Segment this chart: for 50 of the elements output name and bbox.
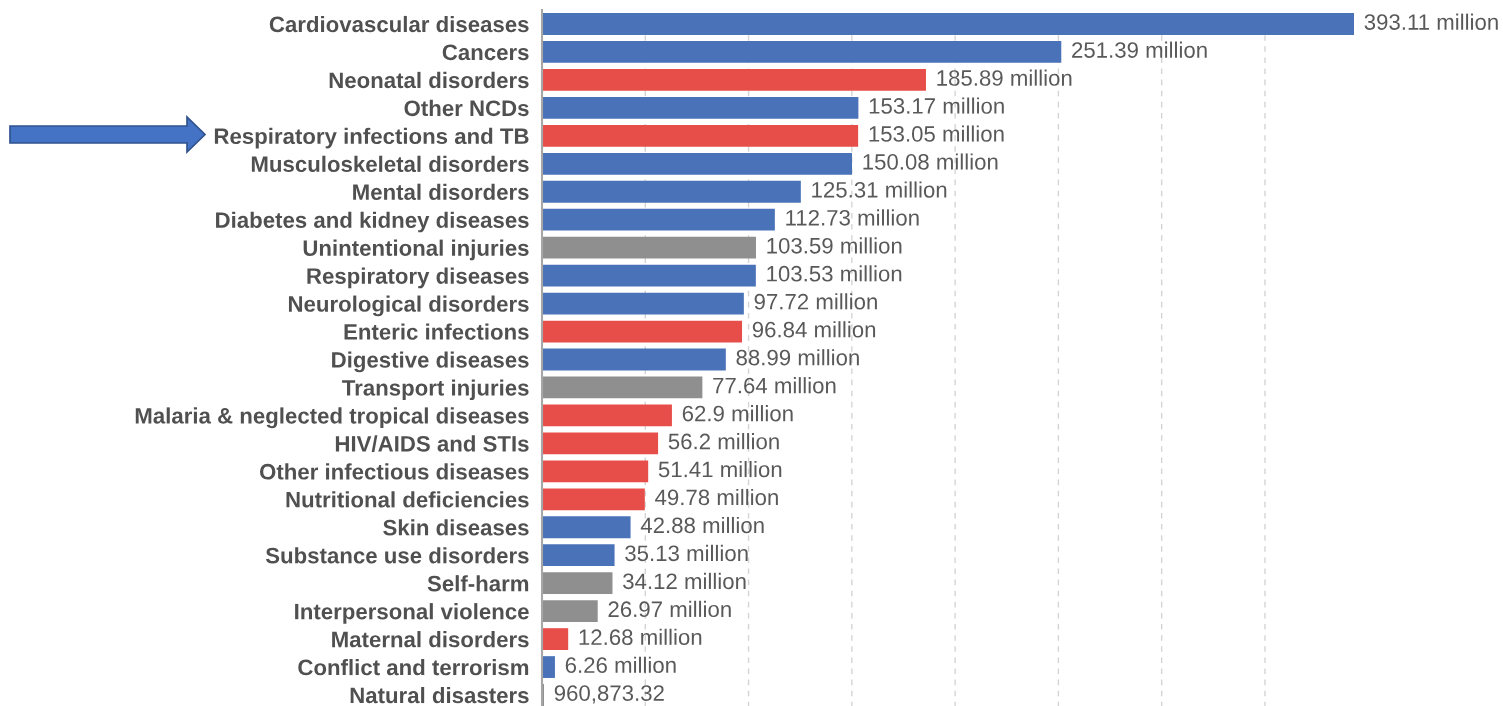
y-tick-label: Enteric infections [344,323,529,340]
y-tick-label: Unintentional injuries [303,239,529,261]
data-label: 51.41 million [658,460,782,478]
y-tick-label: Respiratory infections and TB [214,127,529,149]
data-label: 185.89 million [937,69,1072,86]
y-tick-label: Nutritional deficiencies [286,491,529,508]
data-label: 103.59 million [767,237,902,254]
data-label: 103.53 million [767,265,902,282]
y-tick-label: Self-harm [427,575,529,592]
data-label: 153.05 million [869,125,1004,142]
data-label: 12.68 million [579,628,702,646]
y-tick-label: Transport injuries [342,379,529,401]
y-tick-label: Other infectious diseases [259,463,529,480]
data-label: 97.72 million [754,293,877,310]
data-label: 62.9 million [682,405,793,422]
y-tick-label: Other NCDs [404,99,529,117]
y-tick-label: Digestive diseases [332,351,529,373]
y-tick-label: Conflict and terrorism [298,659,529,676]
data-label: 34.12 million [623,572,746,590]
data-label: 251.39 million [1072,41,1207,58]
y-tick-label: Cancers [442,44,529,61]
data-label: 49.78 million [655,488,778,506]
y-tick-label: Mental disorders [353,183,529,201]
data-label: 42.88 million [640,516,764,534]
data-label: 153.17 million [869,97,1004,114]
data-label: 112.73 million [786,209,919,226]
y-tick-label: Maternal disorders [332,631,529,648]
data-label: 960,873.32 [554,685,664,704]
data-label: 125.31 million [812,181,947,198]
y-tick-label: Interpersonal violence [295,603,529,624]
y-tick-label: Respiratory diseases [307,267,529,289]
y-tick-label: Neonatal disorders [329,71,529,89]
data-label: 150.08 million [863,153,998,170]
y-tick-label: Neurological disorders [288,295,529,317]
y-tick-label: Musculoskeletal disorders [251,155,529,173]
data-label: 96.84 million [752,321,876,338]
y-tick-label: Substance use disorders [265,547,529,564]
y-tick-label: Malaria & neglected tropical diseases [135,407,529,429]
data-label: 26.97 million [608,600,731,618]
data-label: 88.99 million [736,349,859,366]
data-label: 56.2 million [668,433,779,450]
y-tick-label: Natural disasters [350,686,529,704]
data-label: 77.64 million [713,377,836,394]
y-tick-label: HIV/AIDS and STIs [335,435,529,452]
data-label: 6.26 million [565,656,676,674]
data-label: 393.11 million [1364,13,1498,30]
y-tick-label: Skin diseases [383,519,529,536]
y-tick-label: Diabetes and kidney diseases [216,211,529,233]
y-tick-label: Cardiovascular diseases [269,15,529,33]
data-label: 35.13 million [625,544,748,562]
